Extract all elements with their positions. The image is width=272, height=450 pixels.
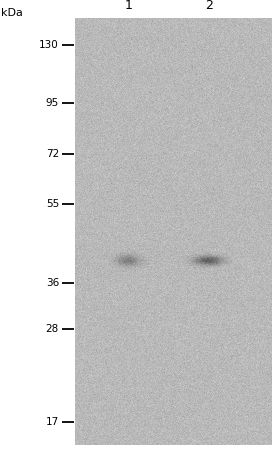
Text: 72: 72 [46, 149, 59, 159]
Text: kDa: kDa [1, 8, 23, 18]
Text: 36: 36 [46, 278, 59, 288]
Text: 130: 130 [39, 40, 59, 50]
Text: 55: 55 [46, 199, 59, 209]
Text: 95: 95 [46, 98, 59, 108]
Text: 2: 2 [205, 0, 213, 12]
Text: 1: 1 [124, 0, 132, 12]
Text: 28: 28 [46, 324, 59, 334]
Text: 17: 17 [46, 417, 59, 427]
